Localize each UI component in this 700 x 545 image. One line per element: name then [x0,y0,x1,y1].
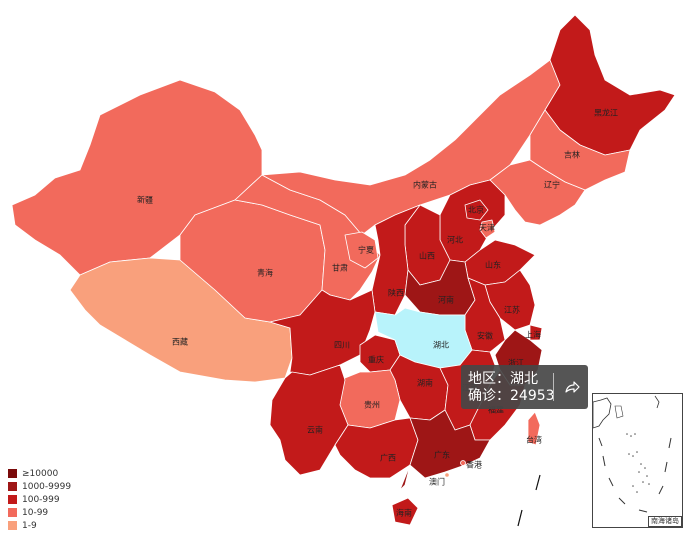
south-china-sea-inset: 南海诸岛 [592,393,683,528]
label-macau: 澳门 [429,477,445,487]
province-guizhou[interactable] [339,369,401,429]
legend-swatch [8,469,17,478]
province-hongkong[interactable] [460,460,466,466]
legend-item[interactable]: 1-9 [8,519,71,532]
province-macau[interactable] [444,472,450,478]
legend-item[interactable]: 10-99 [8,506,71,519]
share-icon[interactable] [562,377,582,397]
inset-map [592,395,672,513]
province-tianjin[interactable] [479,219,496,239]
legend-swatch [8,521,17,530]
map-tooltip: 地区：湖北 确诊：24953 [461,365,588,409]
tooltip-region: 地区：湖北 [468,371,538,387]
legend: ≥10000 1000-9999 100-999 10-99 1-9 [8,467,71,532]
inset-label: 南海诸岛 [648,516,682,527]
legend-label: 10-99 [22,507,49,518]
province-shanghai[interactable] [529,324,543,341]
legend-label: ≥10000 [22,468,59,479]
tooltip-divider [553,373,554,401]
legend-item[interactable]: 100-999 [8,493,71,506]
tooltip-cases: 确诊：24953 [468,388,555,404]
province-sichuan[interactable] [269,289,376,376]
legend-swatch [8,482,17,491]
legend-label: 1000-9999 [22,481,72,492]
province-yunnan[interactable] [269,364,349,476]
province-guangxi[interactable] [334,417,419,479]
legend-label: 1-9 [22,520,37,531]
legend-swatch [8,495,17,504]
legend-label: 100-999 [22,494,60,505]
south-sea-lines [517,474,541,527]
province-beijing[interactable] [464,199,489,221]
legend-item[interactable]: ≥10000 [8,467,71,480]
province-taiwan[interactable] [527,411,541,446]
legend-swatch [8,508,17,517]
province-ningxia[interactable] [344,231,379,269]
province-hainan[interactable] [391,497,419,526]
legend-item[interactable]: 1000-9999 [8,480,71,493]
